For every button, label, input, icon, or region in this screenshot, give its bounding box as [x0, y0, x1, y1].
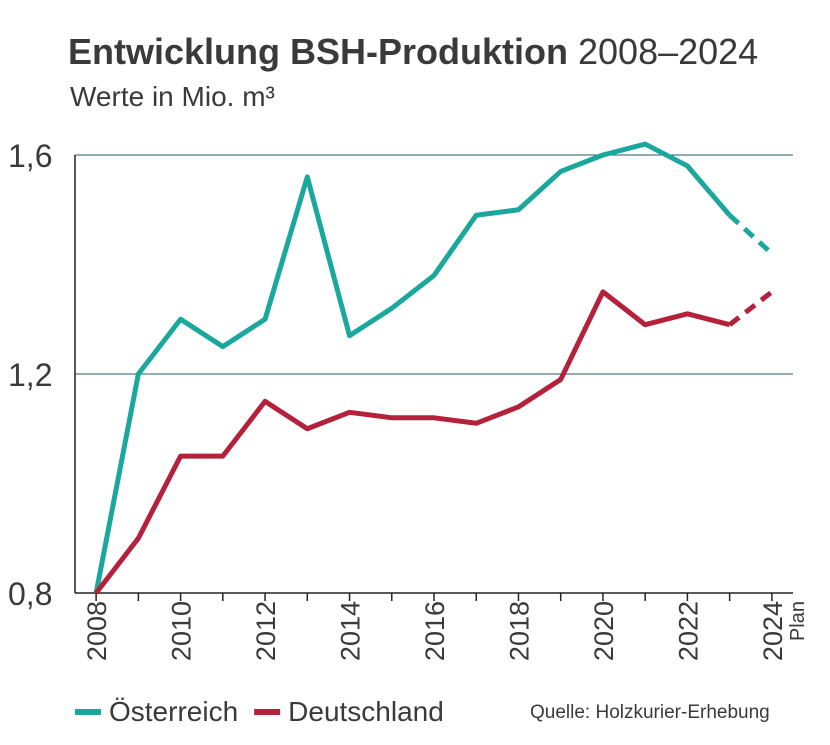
title-range: 2008–2024 [578, 31, 758, 72]
title-main: Entwicklung BSH-Produktion [68, 31, 568, 72]
x-tick-label: 2022 [673, 601, 703, 661]
x-tick-label: 2010 [167, 601, 197, 661]
series-line-plan [728, 289, 774, 327]
source-note: Quelle: Holzkurier-Erhebung [530, 702, 770, 723]
chart-title: Entwicklung BSH-Produktion 2008–2024 [68, 31, 758, 72]
series-line-plan [727, 213, 774, 256]
x-tick-label: 2020 [589, 601, 619, 661]
x-tick-label: 2018 [504, 601, 534, 661]
x-tick-label: 2024 [758, 601, 788, 661]
x-tick-label: 2012 [251, 601, 281, 661]
x-tick-label: 2014 [336, 601, 366, 661]
legend-label: Deutschland [288, 696, 444, 727]
series-line [93, 141, 732, 594]
x-tick-label: 2008 [82, 601, 112, 661]
chart-subtitle: Werte in Mio. m³ [70, 81, 275, 112]
x-tick-label: 2016 [420, 601, 450, 661]
y-tick-label: 1,2 [8, 357, 52, 393]
y-tick-label: 0,8 [8, 576, 52, 612]
plan-label: Plan [787, 601, 809, 641]
y-tick-label: 1,6 [8, 138, 52, 174]
series-line [94, 289, 731, 595]
legend-label: Österreich [109, 696, 238, 727]
